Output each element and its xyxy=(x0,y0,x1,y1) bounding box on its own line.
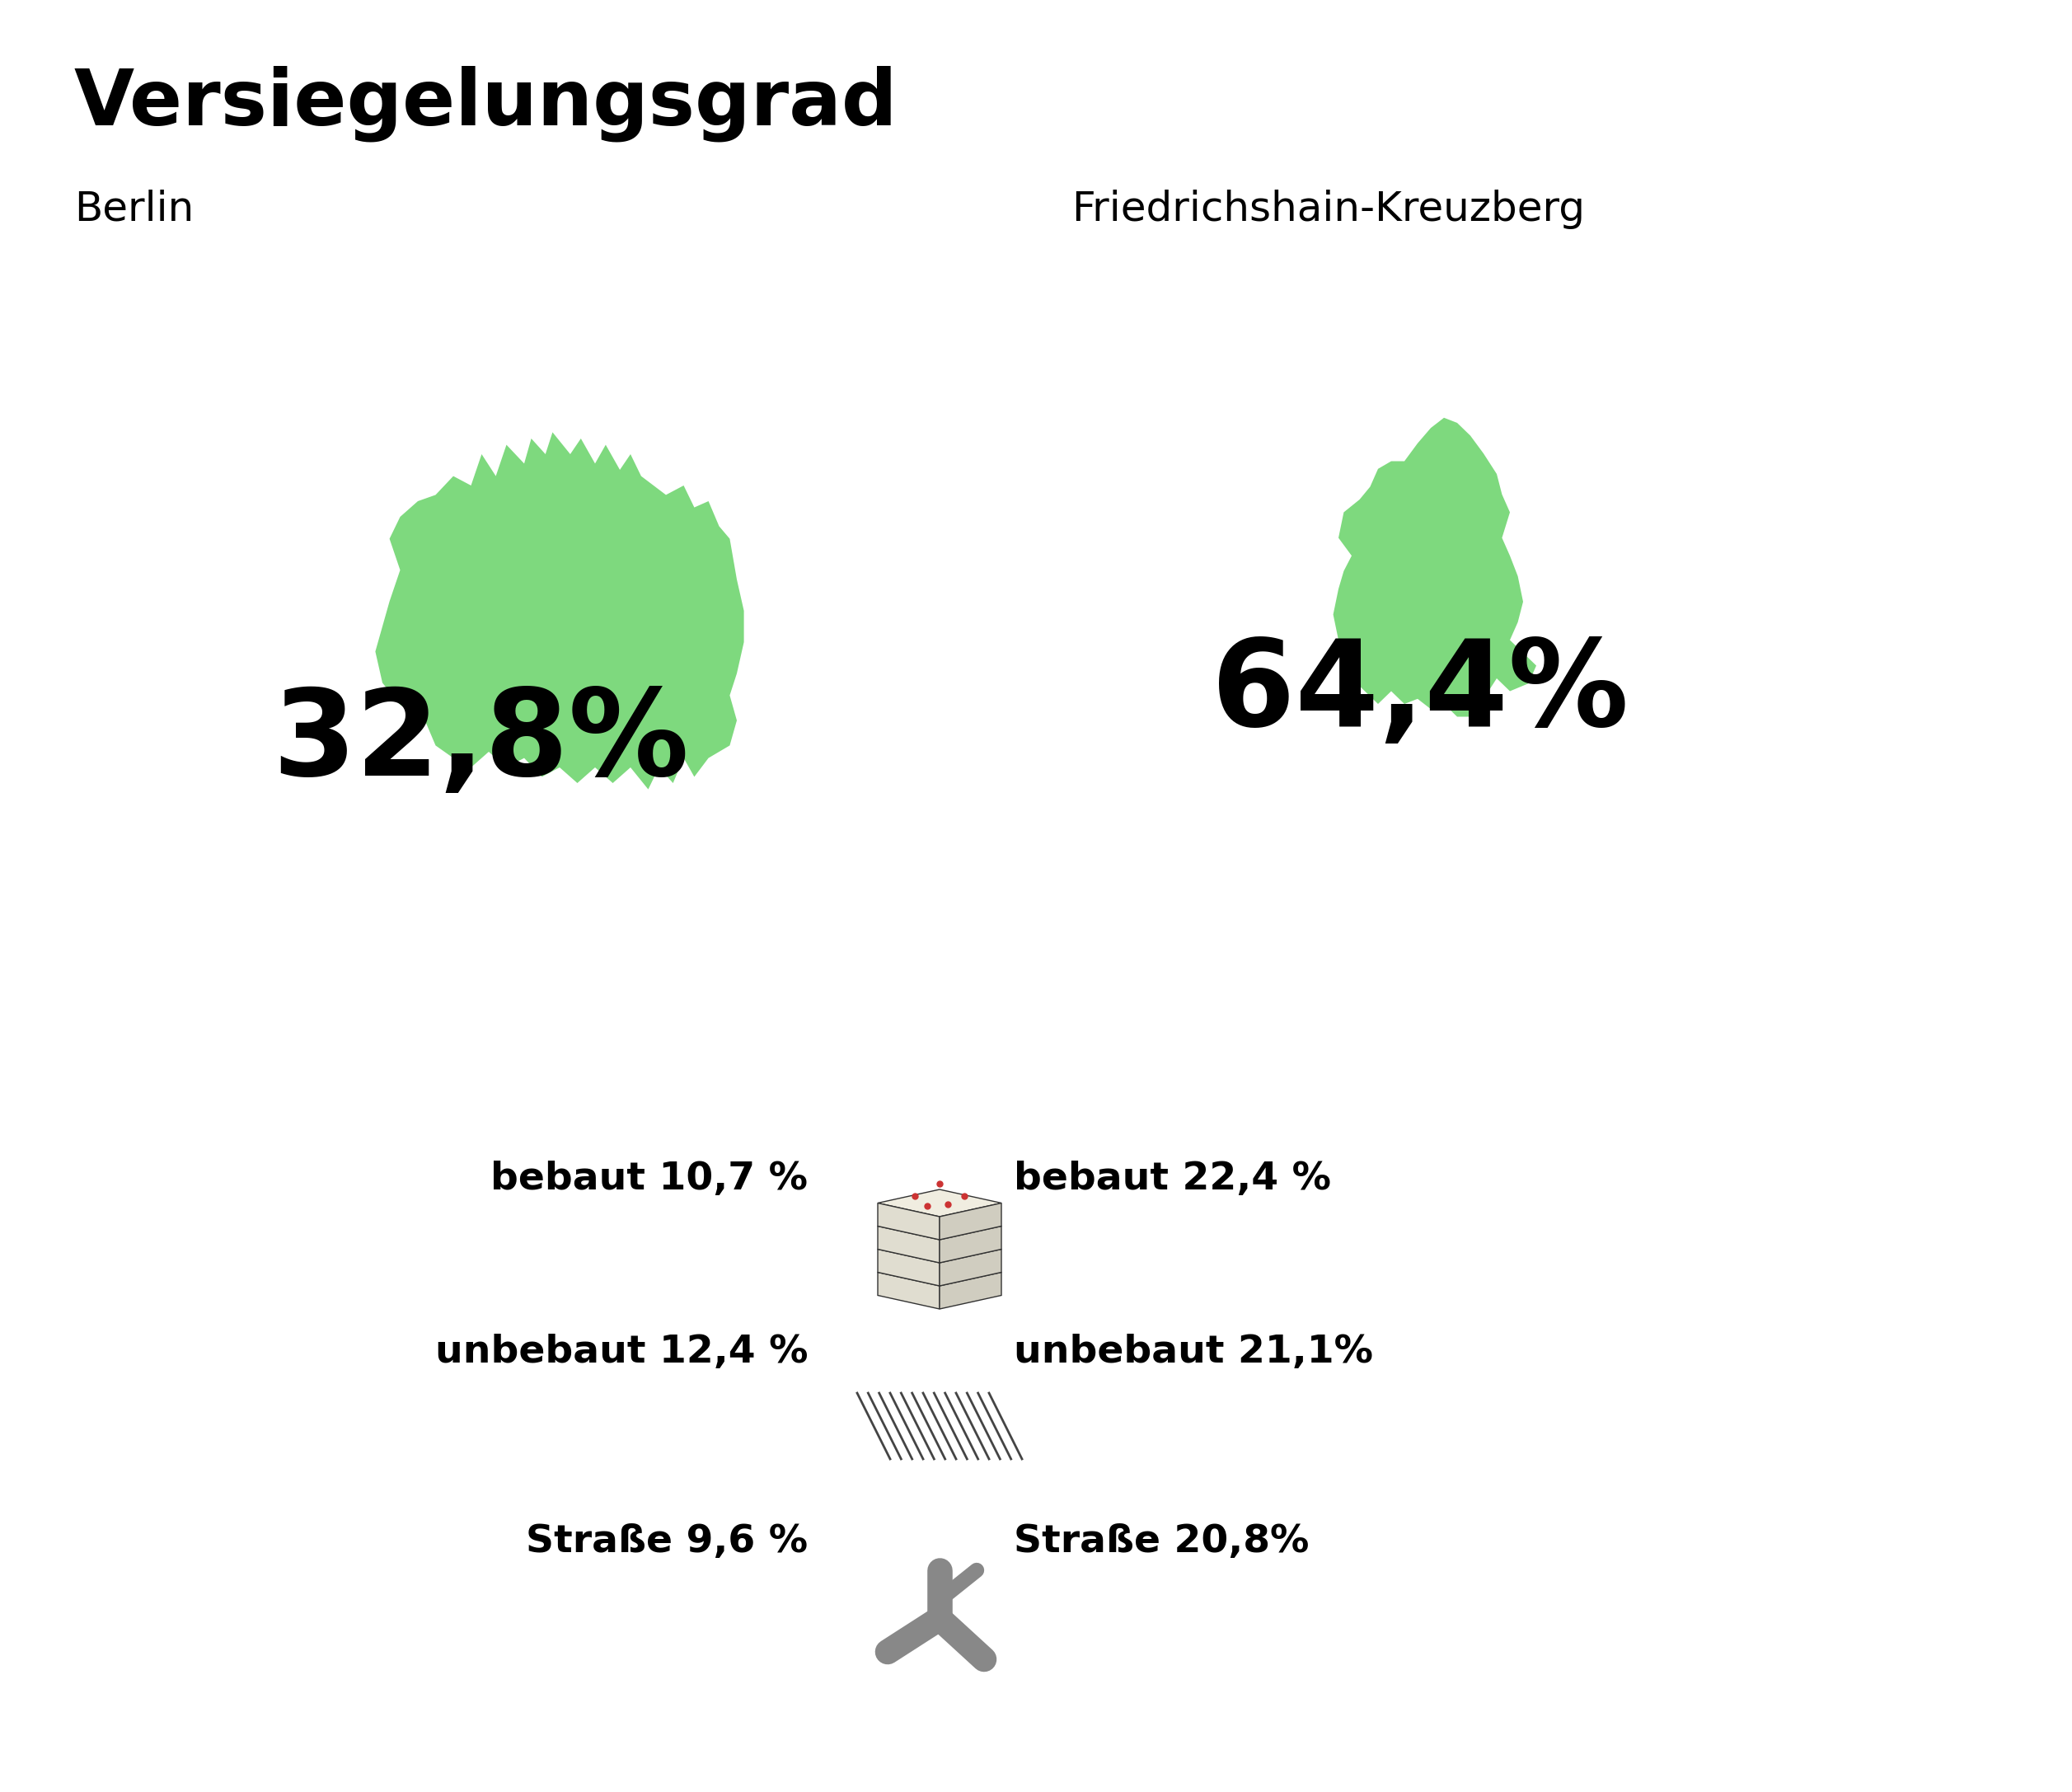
Polygon shape xyxy=(879,1213,1001,1240)
Polygon shape xyxy=(939,1226,1001,1263)
Text: bebaut 22,4 %: bebaut 22,4 % xyxy=(1013,1159,1330,1197)
Polygon shape xyxy=(939,1272,1001,1308)
Text: Berlin: Berlin xyxy=(75,190,195,229)
Text: 64,4%: 64,4% xyxy=(1212,634,1629,751)
Polygon shape xyxy=(879,1226,939,1263)
Polygon shape xyxy=(1332,418,1535,717)
Text: 32,8%: 32,8% xyxy=(271,685,688,799)
Text: unbebaut 12,4 %: unbebaut 12,4 % xyxy=(435,1333,808,1371)
Text: Straße 20,8%: Straße 20,8% xyxy=(1013,1523,1310,1561)
Polygon shape xyxy=(879,1202,939,1240)
Polygon shape xyxy=(879,1272,939,1308)
Text: unbebaut 21,1%: unbebaut 21,1% xyxy=(1013,1333,1374,1371)
Text: Friedrichshain-Kreuzberg: Friedrichshain-Kreuzberg xyxy=(1071,190,1585,229)
Polygon shape xyxy=(879,1190,1001,1217)
Polygon shape xyxy=(375,432,744,788)
Polygon shape xyxy=(939,1202,1001,1240)
Polygon shape xyxy=(879,1249,939,1287)
Polygon shape xyxy=(879,1236,1001,1263)
Polygon shape xyxy=(939,1249,1001,1287)
Text: Straße 9,6 %: Straße 9,6 % xyxy=(526,1523,808,1561)
Text: Versiegelungsgrad: Versiegelungsgrad xyxy=(75,66,897,142)
Text: bebaut 10,7 %: bebaut 10,7 % xyxy=(491,1159,808,1197)
Polygon shape xyxy=(879,1258,1001,1287)
